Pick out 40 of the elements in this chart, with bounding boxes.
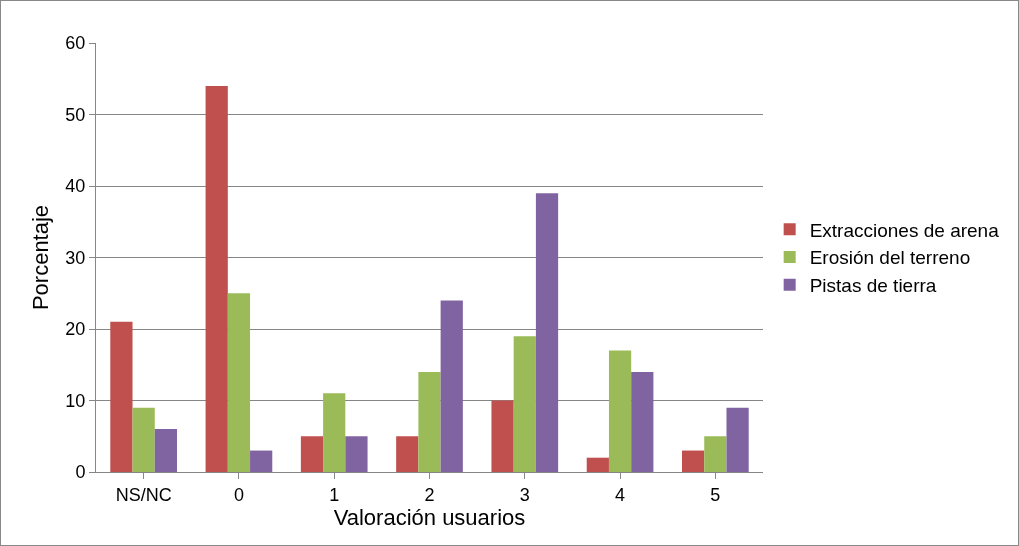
y-tick-label: 20 — [65, 319, 86, 340]
bar — [345, 436, 368, 472]
bar — [440, 300, 463, 472]
bar — [132, 407, 155, 472]
y-tick-label: 60 — [65, 33, 86, 54]
x-tick-label: NS/NC — [115, 484, 172, 505]
bar — [491, 400, 514, 472]
x-tick-label: 5 — [710, 484, 721, 505]
y-tick-label: 50 — [65, 104, 86, 125]
x-tick-label: 4 — [615, 484, 626, 505]
x-axis-title: Valoración usuarios — [333, 505, 526, 531]
bar — [250, 450, 273, 472]
x-tick-label: 2 — [424, 484, 435, 505]
legend-label: Extracciones de arena — [809, 219, 1000, 241]
bar — [205, 85, 228, 472]
y-tick-label: 40 — [65, 176, 86, 197]
bar — [608, 350, 632, 472]
bar — [513, 336, 536, 472]
bar — [323, 393, 346, 472]
x-tick-label: 3 — [519, 484, 530, 505]
y-tick-label: 0 — [75, 462, 86, 483]
bar — [535, 193, 559, 472]
bar — [631, 371, 654, 472]
bar — [300, 436, 324, 472]
bar — [418, 371, 441, 472]
bar — [396, 436, 419, 472]
bar — [682, 450, 705, 472]
legend-label: Pistas de tierra — [809, 275, 937, 297]
legend-label: Erosión del terreno — [809, 247, 971, 269]
x-tick-label: 0 — [233, 484, 244, 505]
bar — [586, 457, 609, 472]
y-axis-title: Porcentaje — [28, 204, 54, 311]
bar — [704, 436, 727, 472]
bar — [726, 407, 749, 472]
y-tick-label: 30 — [65, 247, 86, 268]
bar — [110, 321, 133, 472]
x-tick-label: 1 — [329, 484, 340, 505]
bar — [154, 429, 177, 472]
bar — [227, 293, 251, 472]
y-tick-label: 10 — [65, 390, 86, 411]
